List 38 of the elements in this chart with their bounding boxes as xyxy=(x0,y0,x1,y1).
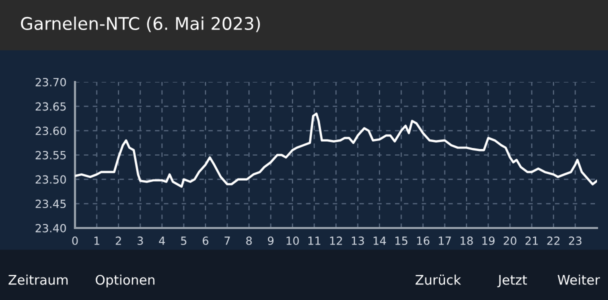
x-tick-label: 15 xyxy=(395,236,408,245)
x-tick-label: 12 xyxy=(330,236,342,245)
x-tick-label: 7 xyxy=(224,236,230,245)
y-tick-label: 23.40 xyxy=(36,224,66,232)
y-tick-label: 23.45 xyxy=(36,200,66,208)
x-tick-label: 13 xyxy=(352,236,364,245)
x-tick-label: 21 xyxy=(525,236,538,245)
x-tick-label: 18 xyxy=(460,236,473,245)
x-tick-label: 1 xyxy=(94,236,100,245)
chart-title: Garnelen-NTC (6. Mai 2023) xyxy=(20,16,260,32)
x-tick-label: 17 xyxy=(438,236,451,245)
x-tick-label: 14 xyxy=(374,236,386,245)
x-tick-label: 2 xyxy=(116,236,121,245)
y-tick-label: 23.60 xyxy=(36,126,66,136)
x-tick-label: 23 xyxy=(568,236,582,245)
text: Weiter xyxy=(558,274,600,285)
text: Jetzt xyxy=(497,275,527,288)
x-tick-label: 4 xyxy=(159,236,165,245)
x-tick-label: 3 xyxy=(138,236,143,245)
text: Zeitraum xyxy=(8,274,68,285)
x-tick-label: 22 xyxy=(547,236,560,245)
x-tick-label: 10 xyxy=(286,236,299,245)
x-tick-label: 6 xyxy=(202,236,208,245)
x-tick-label: 20 xyxy=(504,236,516,245)
x-tick-label: 11 xyxy=(308,236,320,245)
y-tick-label: 23.55 xyxy=(36,150,66,160)
y-tick-label: 23.50 xyxy=(36,175,66,184)
y-tick-label: 23.65 xyxy=(36,102,66,111)
x-tick-label: 5 xyxy=(181,236,186,245)
x-tick-label: 16 xyxy=(417,236,430,245)
line-series xyxy=(75,112,597,188)
text: Optionen xyxy=(96,274,154,288)
x-tick-label: 9 xyxy=(268,236,274,245)
text: Zurück xyxy=(416,274,462,285)
x-tick-label: 19 xyxy=(482,236,495,245)
x-tick-label: 8 xyxy=(246,236,252,245)
y-tick-label: 23.70 xyxy=(36,78,66,86)
x-tick-label: 0 xyxy=(72,236,78,245)
